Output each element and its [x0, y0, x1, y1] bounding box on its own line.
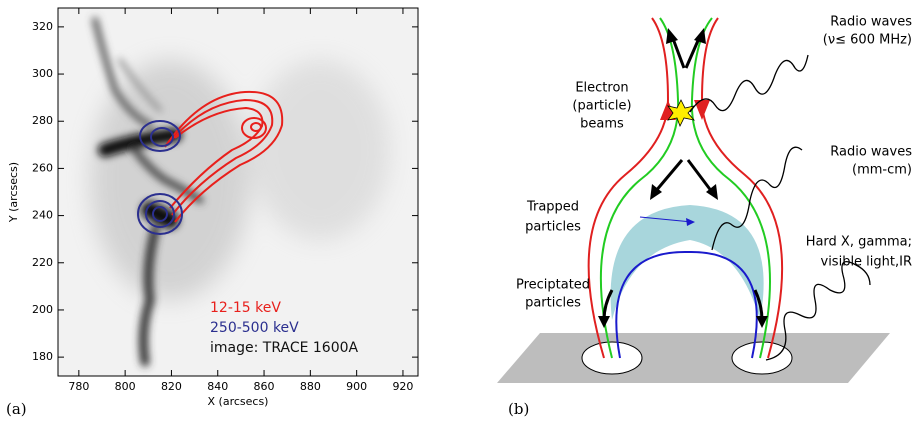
label: (ν≤ 600 MHz): [823, 33, 912, 48]
y-tick-label: 200: [32, 303, 53, 316]
plot-frame: [57, 7, 419, 377]
label: (particle): [572, 99, 631, 114]
label: Radio waves: [830, 145, 912, 160]
x-tick-label: 860: [254, 380, 275, 393]
panel-a: X (arcsecs) Y (arcsecs) (a): [6, 7, 419, 418]
y-tick-label: 300: [32, 67, 53, 80]
y-tick-label: 220: [32, 256, 53, 269]
trapped-region: [610, 205, 764, 320]
label: beams: [580, 117, 624, 132]
label: particles: [525, 296, 581, 311]
y-tick-label: 180: [32, 350, 53, 363]
legend-entry: image: TRACE 1600A: [210, 340, 359, 356]
wavy-lines: [689, 54, 871, 361]
panel-label: (b): [508, 400, 529, 418]
pointer: [639, 216, 693, 223]
inner-loop: [615, 250, 758, 359]
field-line: [690, 17, 771, 359]
x-tick-label: 800: [115, 380, 136, 393]
panel-label: (a): [6, 400, 27, 418]
label: Radio waves: [830, 15, 912, 30]
pointer-head: [686, 218, 695, 226]
label: Electron: [575, 81, 628, 96]
y-tick-label: 280: [32, 114, 53, 127]
label: visible light,IR: [821, 255, 913, 270]
y-tick-label: 260: [32, 161, 53, 174]
x-tick-label: 920: [392, 380, 413, 393]
y-tick-label: 320: [32, 20, 53, 33]
field-line: [599, 17, 680, 359]
footpoint: [731, 341, 793, 375]
label: particles: [525, 220, 581, 235]
y-tick-label: 240: [32, 209, 53, 222]
x-tick-label: 900: [346, 380, 367, 393]
label: Preciptated: [516, 278, 590, 293]
blue-contours: [137, 120, 183, 235]
legend-entry: 250-500 keV: [210, 320, 299, 336]
label: Hard X, gamma;: [806, 235, 912, 250]
x-tick-label: 780: [68, 380, 89, 393]
y-axis-label: Y (arcsecs): [7, 162, 20, 223]
label: Trapped: [526, 200, 579, 215]
labels: Radio waves (ν≤ 600 MHz) Electron (parti…: [516, 15, 912, 311]
legend-entry: 12-15 keV: [210, 300, 281, 316]
x-axis-label: X (arcsecs): [208, 395, 269, 408]
arrow: [694, 100, 710, 120]
label: (mm-cm): [852, 163, 912, 178]
panel-b: Radio waves (ν≤ 600 MHz) Electron (parti…: [497, 15, 912, 418]
arrowheads: [598, 28, 768, 328]
field-line: [700, 17, 784, 359]
x-tick-label: 820: [161, 380, 182, 393]
red-contours: [164, 90, 284, 223]
field-line: [587, 17, 670, 359]
surface: [497, 333, 890, 383]
x-tick-label: 880: [300, 380, 321, 393]
x-tick-label: 840: [207, 380, 228, 393]
